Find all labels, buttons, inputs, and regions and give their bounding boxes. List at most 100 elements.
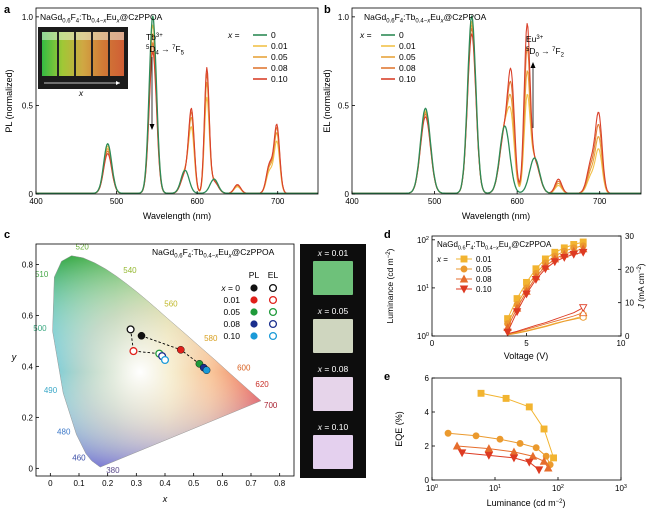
panel-c-legend-row-1: 0.01 [223, 295, 240, 305]
panel-d-luminance-point-0.10 [512, 308, 522, 317]
panel-a-pl-spectra: 400 500 600 700 0 0.5 1.0 Wavelength (nm) PL (… [4, 7, 319, 221]
panel-c-legend-pl-marker-0 [250, 284, 258, 292]
device-photo-label-3: x = 0.10 [317, 422, 349, 432]
panel-b-legend-title: x = [359, 30, 372, 40]
panel-b-frame [351, 7, 642, 195]
panel-a-series-line-0 [36, 15, 318, 194]
panel-d-luminance-point-0.10 [569, 250, 579, 259]
panel-c-xtick-label: 0.7 [245, 479, 257, 488]
panel-d-legend-label-0.01: 0.01 [476, 255, 492, 264]
panel-a-legend-label-0.10: 0.10 [271, 74, 288, 84]
device-photo-label-0: x = 0.01 [317, 248, 349, 258]
panel-b-series-line-0 [352, 15, 641, 194]
cie-wavelength-label-510: 510 [35, 270, 49, 279]
panel-a-xtick-label: 500 [110, 197, 124, 206]
panel-e-eqe-point-0.05 [516, 440, 524, 447]
panel-b-xtick-label: 700 [593, 197, 607, 206]
cie-el-point-1 [129, 347, 138, 356]
panel-e-eqe-point-0.05 [542, 452, 550, 460]
cie-el-point-0 [126, 325, 135, 334]
cie-gamut-white [52, 255, 261, 468]
panel-label-c: c [4, 229, 10, 241]
panel-b-series-line-0.05 [352, 24, 641, 194]
panel-c-xtick-label: 0.5 [188, 479, 200, 488]
cie-gamut-outline [52, 255, 262, 468]
panel-c-legend-col-el: EL [268, 270, 279, 280]
panel-c-legend-row-3: 0.08 [223, 319, 240, 329]
panel-a-legend-label-0: 0 [271, 30, 276, 40]
panel-e-eqe: 100 101 102 103 0 2 4 6 Luminance (cd m−2) EQE … [394, 374, 627, 508]
panel-e-eqe-point-0.01 [525, 403, 533, 411]
panel-e-eqe-point-0.05 [444, 429, 452, 437]
panel-d-current-point-0.10 [578, 304, 588, 313]
panel-d-ytick-label: 100 [417, 332, 429, 341]
panel-b-ylabel: EL (normalized) [322, 69, 332, 132]
panel-d-y2tick-label: 0 [625, 332, 630, 341]
panel-e-xtick-label: 101 [489, 484, 501, 493]
panel-a-ylabel: PL (normalized) [4, 69, 14, 132]
panel-b-legend-label-0: 0 [399, 30, 404, 40]
panel-c-title: NaGd0.6F4:Tb0.4−xEux@CzPPOA [152, 247, 275, 260]
panel-a-inset-x-label: x [78, 88, 84, 98]
panel-e-eqe-point-0.01 [540, 425, 548, 433]
panel-c-xtick-label: 0.2 [102, 479, 114, 488]
panel-e-eqe-point-0.01 [477, 389, 485, 397]
panel-b-series-line-0.01 [352, 20, 641, 194]
svg-text:5D0 → 7F2: 5D0 → 7F2 [526, 46, 565, 59]
cie-wavelength-label-580: 580 [204, 334, 218, 343]
panel-e-xtick-label: 103 [615, 484, 627, 493]
panel-e-eqe-point-0.08 [543, 463, 553, 472]
device-photo-3 [313, 435, 353, 469]
panel-b-title: NaGd0.6F4:Tb0.4−xEux@CzPPOA [364, 12, 487, 25]
panel-d-y2tick-label: 20 [625, 265, 634, 274]
panel-b-xtick-label: 600 [510, 197, 524, 206]
panel-c-legend-el-marker-3 [268, 319, 278, 329]
panel-d-legend-marker-0.01 [460, 255, 468, 263]
panel-a-legend-label-0.01: 0.01 [271, 41, 288, 51]
panel-c-ylabel: y [11, 352, 17, 362]
panel-c-legend-pl-marker-4 [250, 332, 258, 340]
panel-d-xtick-label: 5 [524, 339, 529, 348]
cie-pl-point-4 [202, 366, 211, 374]
panel-b-xtick-label: 500 [428, 197, 442, 206]
panel-d-xtick-label: 10 [617, 339, 626, 348]
panel-a-legend-label-0.08: 0.08 [271, 63, 288, 73]
panel-label-d: d [384, 229, 391, 241]
panel-d-y2tick-label: 30 [625, 232, 634, 241]
panel-d-luminance-point-0.10 [531, 275, 541, 284]
panel-d-xtick-label: 0 [430, 339, 435, 348]
panel-d-ytick-label: 101 [417, 284, 429, 293]
panel-d-ytick-label: 102 [417, 236, 429, 245]
panel-c-xtick-label: 0 [48, 479, 53, 488]
panel-b-legend: x = 00.010.050.080.10 [359, 30, 416, 84]
panel-d-legend-label-0.08: 0.08 [476, 275, 492, 284]
panel-b-annotation: Eu3+ 5D0 → 7F2 [526, 34, 565, 128]
panel-c-xtick-label: 0.6 [217, 479, 229, 488]
cie-wavelength-label-380: 380 [106, 466, 120, 475]
cie-wavelength-label-700: 700 [264, 401, 278, 410]
device-photo-label-2: x = 0.08 [317, 364, 349, 374]
panel-c-legend-pl-marker-1 [250, 296, 258, 304]
device-photo-label-1: x = 0.05 [317, 306, 349, 316]
panel-d-current-line-0.05 [507, 316, 584, 336]
panel-d-luminance-point-0.10 [560, 253, 569, 262]
panel-d-xlabel: Voltage (V) [504, 351, 549, 361]
panel-d-luminance-point-0.10 [578, 248, 588, 257]
panel-d-ylabel: Luminance (cd m−2) [385, 248, 395, 323]
panel-c-device-photos: x = 0.01 x = 0.05 x = 0.08 x = 0.10 [300, 244, 366, 478]
panel-label-b: b [324, 4, 331, 16]
panel-c-legend-el-marker-0 [268, 283, 278, 293]
panel-d-current-line-0.10 [507, 307, 584, 335]
panel-a-inset-vials [38, 27, 128, 89]
cie-pl-point-0 [137, 331, 146, 340]
panel-c-ytick-label: 0.2 [22, 413, 34, 422]
panel-d-legend-marker-0.10 [459, 285, 469, 294]
panel-e-eqe-point-0.10 [534, 466, 544, 475]
panel-c-ytick-label: 0.6 [22, 311, 34, 320]
panel-d-luminance-point-0.10 [550, 258, 560, 267]
panel-e-eqe-point-0.10 [525, 458, 534, 467]
panel-e-ytick-label: 4 [425, 408, 430, 417]
device-photo-1 [313, 319, 353, 353]
panel-a-title: NaGd0.6F4:Tb0.4−xEux@CzPPOA [40, 12, 163, 25]
